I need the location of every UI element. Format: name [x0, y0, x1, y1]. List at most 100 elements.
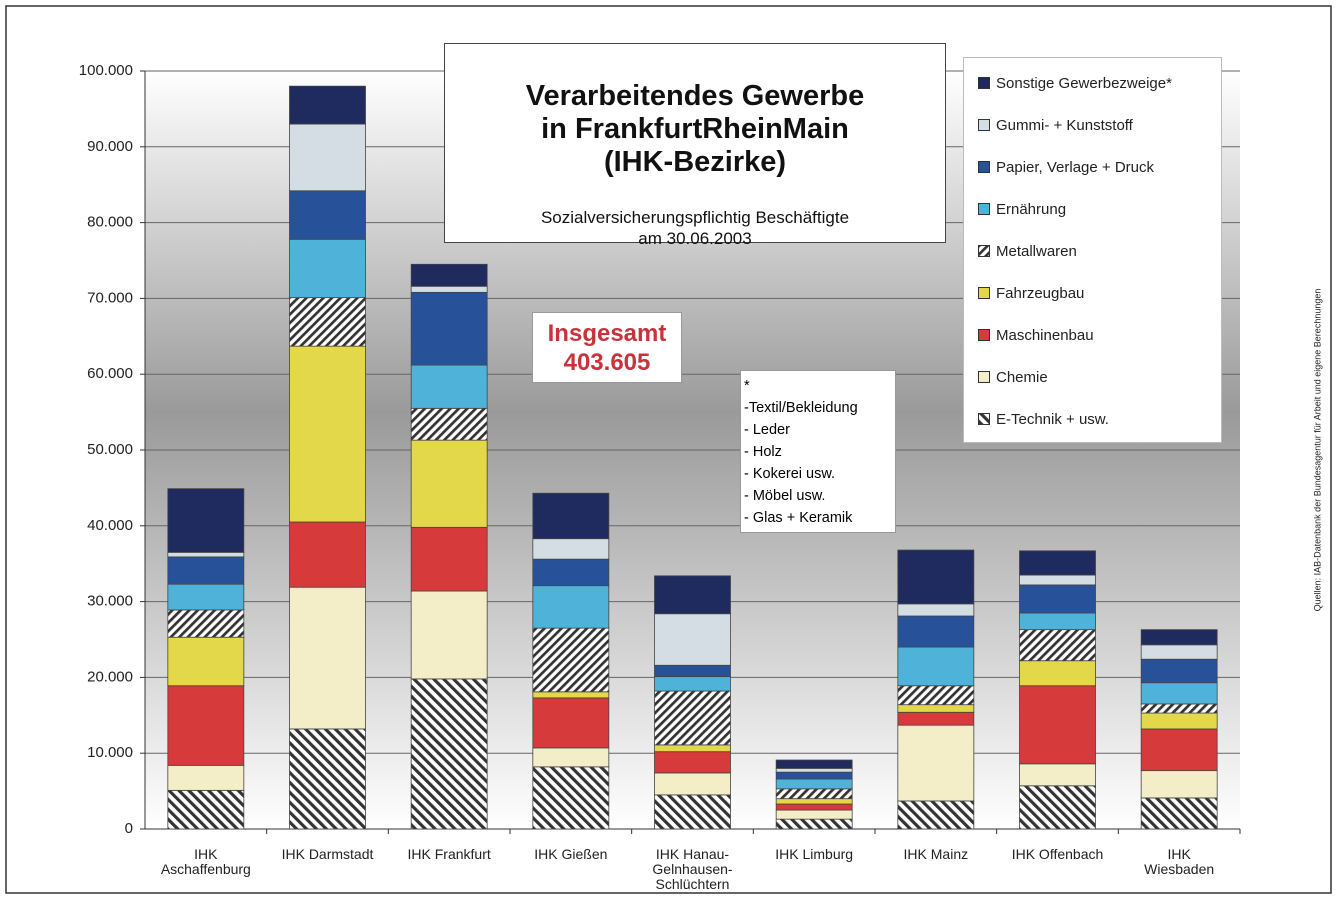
- bar-segment: [775, 759, 853, 769]
- bar-segment: [289, 728, 366, 830]
- footnote-line: - Möbel usw.: [744, 488, 826, 504]
- title-box: Verarbeitendes Gewerbe in FrankfurtRhein…: [444, 43, 946, 248]
- footnote-line: - Holz: [744, 444, 782, 460]
- bar-segment: [167, 609, 245, 638]
- legend-swatch-fill: [978, 203, 990, 215]
- footnote-line: -Textil/Bekleidung: [744, 400, 858, 416]
- y-tick-label: 40.000: [87, 517, 133, 534]
- legend-entry: Fahrzeugbau: [978, 272, 1221, 314]
- chart-title: Verarbeitendes Gewerbe in FrankfurtRhein…: [525, 80, 865, 178]
- legend-swatch-fill: [978, 161, 990, 173]
- bar-segment: [532, 558, 610, 587]
- legend-swatch: [978, 329, 990, 341]
- bar-segment: [1019, 550, 1096, 576]
- bar-segment: [775, 803, 853, 811]
- bar-segment: [1019, 574, 1096, 586]
- y-tick-label: 80.000: [87, 214, 133, 231]
- legend-swatch: [978, 287, 990, 299]
- legend-entry: Chemie: [978, 356, 1221, 398]
- bar-segment: [289, 345, 366, 523]
- y-tick-label: 90.000: [87, 138, 133, 155]
- y-tick-label: 60.000: [87, 365, 133, 382]
- bar-segment: [1019, 763, 1096, 787]
- x-tick-label: IHK Wiesbaden: [1144, 846, 1215, 877]
- bar-segment: [897, 615, 975, 648]
- bar-segment: [167, 488, 245, 553]
- frame: [5, 5, 1332, 894]
- footnote-line: - Leder: [744, 422, 790, 438]
- annotation-value: 403.605: [563, 349, 651, 376]
- y-tick-label: 10.000: [87, 744, 133, 761]
- legend-swatch-fill: [978, 329, 990, 341]
- bar-segment: [289, 586, 366, 730]
- legend-swatch: [978, 77, 990, 89]
- bar-segment: [897, 603, 975, 617]
- legend-label: Metallwaren: [996, 242, 1077, 260]
- legend-entry: E-Technik + usw.: [978, 398, 1221, 440]
- bar-segment: [775, 778, 853, 790]
- footnote-line: - Glas + Keramik: [744, 510, 853, 526]
- legend-entry: Maschinenbau: [978, 314, 1221, 356]
- bar-segment: [410, 439, 488, 528]
- bar-segment: [410, 590, 488, 680]
- y-tick-label: 100.000: [79, 62, 133, 79]
- legend-swatch: [978, 413, 990, 425]
- legend-swatch-fill: [978, 371, 990, 383]
- bar-segment: [289, 238, 366, 299]
- bar-segment: [167, 764, 245, 791]
- bar-segment: [1019, 629, 1096, 662]
- bar-segment: [410, 407, 488, 441]
- y-tick-label: 70.000: [87, 289, 133, 306]
- bar-segment: [1019, 584, 1096, 614]
- bar-segment: [1019, 660, 1096, 687]
- bar-segment: [1140, 703, 1218, 714]
- bar-segment: [897, 800, 975, 830]
- legend-label: Maschinenbau: [996, 326, 1094, 344]
- bar-segment: [167, 556, 245, 585]
- bar-segment: [654, 575, 731, 615]
- bar-segment: [410, 291, 488, 366]
- legend-swatch: [978, 203, 990, 215]
- bar-segment: [410, 526, 488, 592]
- x-tick-label: IHK Gießen: [534, 846, 608, 862]
- bar-segment: [654, 676, 731, 692]
- x-tick-label: IHK Limburg: [775, 846, 854, 862]
- bar-segment: [654, 751, 731, 774]
- legend-swatch: [978, 371, 990, 383]
- legend-label: Sonstige Gewerbezweige*: [996, 74, 1172, 92]
- x-tick-label: IHK Darmstadt: [281, 846, 374, 862]
- bar-segment: [532, 538, 610, 560]
- bar-segment: [167, 685, 245, 766]
- bar-segment: [1019, 685, 1096, 765]
- legend-label: Papier, Verlage + Druck: [996, 158, 1155, 176]
- legend-swatch-fill: [978, 245, 990, 257]
- legend-entry: Ernährung: [978, 188, 1221, 230]
- bar-segment: [1140, 770, 1218, 799]
- y-tick-label: 30.000: [87, 593, 133, 610]
- bar-segment: [775, 767, 853, 773]
- bar-segment: [897, 704, 975, 713]
- bar-segment: [1140, 712, 1218, 730]
- footnote-line: - Kokerei usw.: [744, 466, 836, 482]
- bar-segment: [532, 697, 610, 749]
- legend-entry: Metallwaren: [978, 230, 1221, 272]
- subtitle: Sozialversicherungspflichtig Beschäftigt…: [540, 208, 850, 248]
- bar-segment: [167, 789, 245, 830]
- bar-segment: [289, 297, 366, 347]
- bar-segment: [289, 521, 366, 588]
- x-tick-label: IHK Aschaffenburg: [160, 846, 251, 877]
- legend-swatch: [978, 245, 990, 257]
- legend-swatch-fill: [978, 77, 990, 89]
- legend-swatch-fill: [978, 287, 990, 299]
- bar-segment: [1140, 644, 1218, 660]
- bar-segment: [897, 711, 975, 726]
- legend-label: E-Technik + usw.: [996, 410, 1109, 428]
- bar-segment: [532, 585, 610, 629]
- bar-segment: [167, 551, 245, 558]
- bar-segment: [654, 744, 731, 753]
- bar-segment: [532, 691, 610, 699]
- y-tick-label: 0: [125, 820, 133, 837]
- bar-segment: [532, 492, 610, 540]
- legend-entry: Sonstige Gewerbezweige*: [978, 62, 1221, 104]
